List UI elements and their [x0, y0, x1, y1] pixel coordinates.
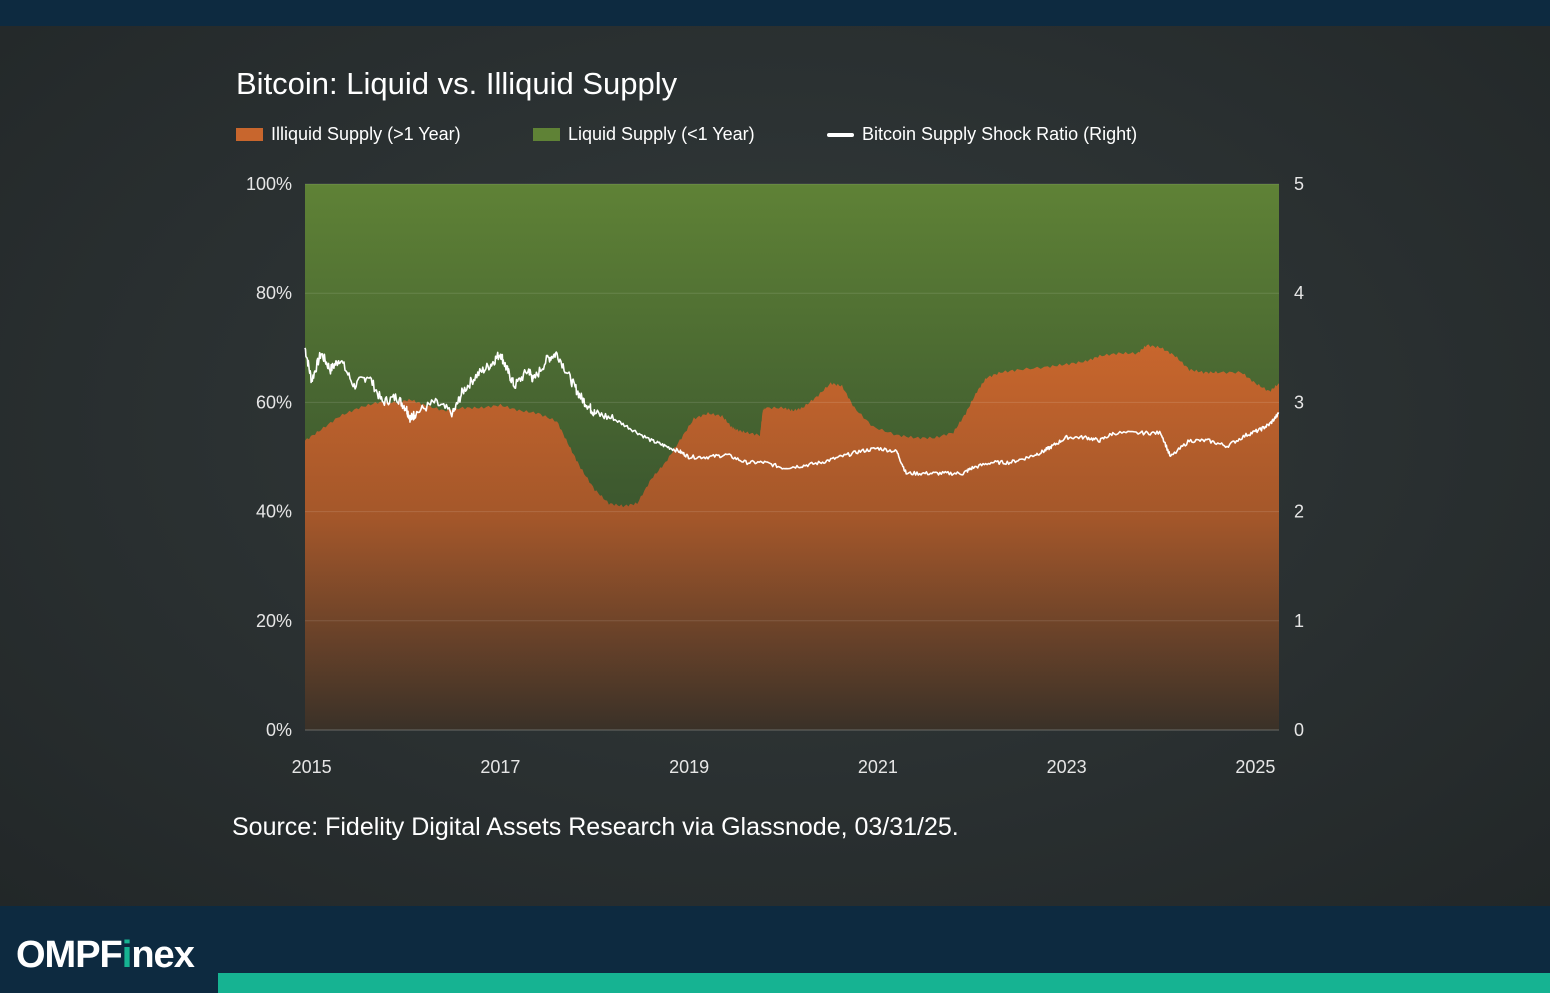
y-right-tick-label: 5 [1294, 174, 1304, 194]
y-right-tick-label: 4 [1294, 283, 1304, 303]
y-right-tick-label: 2 [1294, 502, 1304, 522]
legend-item-liquid: Liquid Supply (<1 Year) [533, 124, 755, 145]
y-left-tick-label: 80% [256, 283, 292, 303]
y-left-tick-label: 100% [246, 174, 292, 194]
brand-suffix: nex [131, 934, 194, 976]
supply-shock-ratio-line [304, 347, 1280, 476]
x-tick-label: 2019 [669, 757, 709, 777]
y-right-tick-label: 3 [1294, 392, 1304, 412]
legend-item-ratio: Bitcoin Supply Shock Ratio (Right) [827, 124, 1137, 145]
x-tick-label: 2017 [480, 757, 520, 777]
legend-swatch-illiquid [236, 128, 263, 141]
y-right-tick-label: 0 [1294, 720, 1304, 740]
legend-label-ratio: Bitcoin Supply Shock Ratio (Right) [862, 124, 1138, 144]
top-bar [0, 0, 1550, 26]
source-note: Source: Fidelity Digital Assets Research… [232, 813, 959, 841]
illiquid-supply-area [305, 344, 1279, 730]
y-right-tick-label: 1 [1294, 611, 1304, 631]
y-left-tick-label: 0% [266, 720, 292, 740]
brand-prefix: OMPF [16, 934, 123, 976]
x-tick-label: 2015 [292, 757, 332, 777]
brand-accent: i [121, 934, 133, 976]
legend-swatch-liquid [533, 128, 560, 141]
legend-line-ratio [827, 132, 854, 137]
y-left-tick-label: 20% [256, 611, 292, 631]
y-left-tick-label: 40% [256, 502, 292, 522]
legend-label-liquid: Liquid Supply (<1 Year) [568, 124, 755, 144]
brand-logo: OMPFinex [16, 934, 195, 977]
footer-accent-bar [218, 973, 1550, 993]
x-tick-label: 2021 [858, 757, 898, 777]
legend-label-illiquid: Illiquid Supply (>1 Year) [271, 124, 461, 144]
x-tick-label: 2023 [1047, 757, 1087, 777]
legend-item-illiquid: Illiquid Supply (>1 Year) [236, 124, 461, 145]
x-tick-label: 2025 [1235, 757, 1275, 777]
y-left-tick-label: 60% [256, 392, 292, 412]
chart-title: Bitcoin: Liquid vs. Illiquid Supply [236, 66, 678, 101]
